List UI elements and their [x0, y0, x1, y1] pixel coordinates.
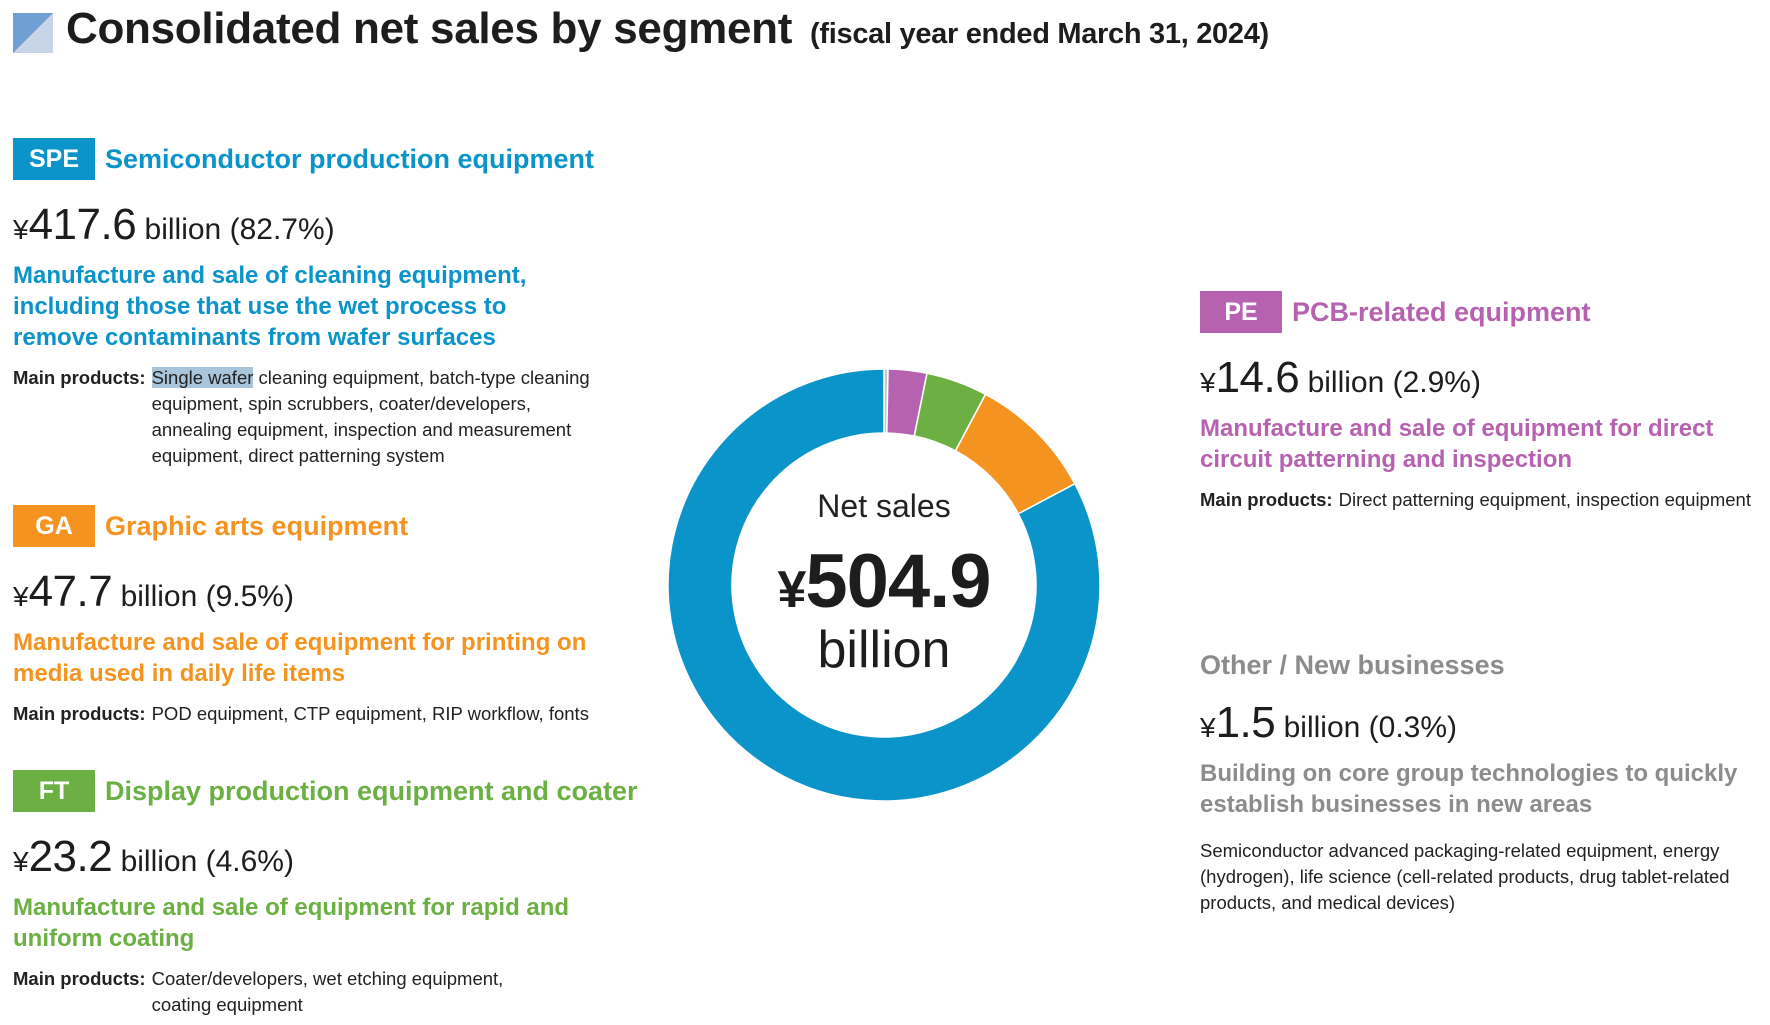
segment-spe-products-rest: cleaning equipment, batch-type cleaning … — [151, 367, 590, 466]
segment-other-header: Other / New businesses — [1200, 644, 1760, 686]
segment-ga-amount: ¥47.7 billion (9.5%) — [13, 567, 663, 617]
segment-spe-header: SPE Semiconductor production equipment — [13, 138, 613, 180]
segment-ft-amount: ¥23.2 billion (4.6%) — [13, 832, 673, 882]
segment-ga-tag: GA — [13, 505, 95, 547]
segment-spe-unit: billion (82.7%) — [144, 213, 335, 246]
segment-other-products: Semiconductor advanced packaging-related… — [1200, 840, 1730, 913]
donut-center-label: Net sales — [817, 488, 951, 524]
segment-ga-products-label: Main products: — [13, 703, 146, 724]
segment-pe-products: Main products: Direct patterning equipme… — [1200, 487, 1760, 513]
segment-ft-value: 23.2 — [28, 832, 113, 881]
segment-ft-name: Display production equipment and coater — [105, 775, 638, 806]
segment-ga-unit: billion (9.5%) — [120, 580, 294, 613]
segment-ft-tag: FT — [13, 770, 95, 812]
segment-spe-products-label: Main products: — [13, 367, 146, 388]
segment-pe-currency: ¥ — [1200, 367, 1216, 398]
segment-spe-description: Manufacture and sale of cleaning equipme… — [13, 262, 527, 351]
segment-ft-products: Main products: Coater/developers, wet et… — [13, 966, 513, 1018]
segment-ga: GA Graphic arts equipment ¥47.7 billion … — [13, 505, 663, 727]
segment-ga-currency: ¥ — [13, 581, 29, 612]
donut-center-currency: ¥ — [777, 561, 806, 619]
donut-slice-spe — [667, 368, 1101, 802]
segment-pe-value: 14.6 — [1215, 353, 1300, 402]
segment-ft-header: FT Display production equipment and coat… — [13, 770, 673, 812]
segment-spe: SPE Semiconductor production equipment ¥… — [13, 138, 613, 469]
segment-pe-header: PE PCB-related equipment — [1200, 291, 1760, 333]
segment-pe-name: PCB-related equipment — [1292, 296, 1591, 327]
segment-other-amount: ¥1.5 billion (0.3%) — [1200, 698, 1760, 748]
segment-pe-tag: PE — [1200, 291, 1282, 333]
segment-other-name: Other / New businesses — [1200, 649, 1505, 680]
segment-other-currency: ¥ — [1200, 712, 1216, 743]
segment-ga-name: Graphic arts equipment — [105, 510, 409, 541]
segment-other-value: 1.5 — [1215, 698, 1276, 747]
segment-ft-unit: billion (4.6%) — [120, 845, 294, 878]
segment-spe-products: Main products: Single wafer cleaning equ… — [13, 365, 593, 469]
segment-spe-currency: ¥ — [13, 214, 29, 245]
segment-pe-products-text: Direct patterning equipment, inspection … — [1338, 489, 1751, 510]
segment-ft-currency: ¥ — [13, 846, 29, 877]
segment-pe: PE PCB-related equipment ¥14.6 billion (… — [1200, 291, 1760, 513]
selected-text-highlight[interactable]: Single wafer — [151, 367, 254, 388]
title-text: Consolidated net sales by segment — [66, 4, 793, 53]
donut-center-unit: billion — [817, 621, 951, 679]
segment-ga-header: GA Graphic arts equipment — [13, 505, 663, 547]
segment-ft: FT Display production equipment and coat… — [13, 770, 673, 1018]
segment-spe-tag: SPE — [13, 138, 95, 180]
segment-spe-products-text: Single wafer cleaning equipment, batch-t… — [151, 365, 593, 469]
segment-spe-value: 417.6 — [28, 200, 137, 249]
segment-pe-products-label: Main products: — [1200, 489, 1333, 510]
segment-pe-unit: billion (2.9%) — [1307, 366, 1481, 399]
title-subtitle: (fiscal year ended March 31, 2024) — [810, 18, 1269, 50]
segment-spe-name: Semiconductor production equipment — [105, 143, 595, 174]
net-sales-donut-chart — [667, 368, 1101, 802]
segment-other-unit: billion (0.3%) — [1283, 711, 1458, 744]
segment-ft-products-text: Coater/developers, wet etching equipment… — [151, 968, 504, 1015]
segment-spe-amount: ¥417.6 billion (82.7%) — [13, 200, 613, 250]
segment-pe-description: Manufacture and sale of equipment for di… — [1200, 415, 1714, 473]
segment-ga-products-text: POD equipment, CTP equipment, RIP workfl… — [151, 703, 589, 724]
segment-pe-amount: ¥14.6 billion (2.9%) — [1200, 353, 1760, 403]
title-triangle-mark — [13, 13, 53, 53]
page-title: Consolidated net sales by segment (fisca… — [66, 4, 1269, 54]
segment-ga-products: Main products: POD equipment, CTP equipm… — [13, 701, 653, 727]
segment-ga-description: Manufacture and sale of equipment for pr… — [13, 629, 587, 687]
segment-ga-value: 47.7 — [28, 567, 113, 616]
segment-other-description: Building on core group technologies to q… — [1200, 760, 1738, 818]
donut-center-number: 504.9 — [805, 539, 991, 624]
segment-ft-products-label: Main products: — [13, 968, 146, 989]
segment-other: Other / New businesses ¥1.5 billion (0.3… — [1200, 644, 1760, 916]
donut-center-value: ¥504.9 — [667, 538, 1101, 625]
segment-ft-description: Manufacture and sale of equipment for ra… — [13, 894, 570, 952]
